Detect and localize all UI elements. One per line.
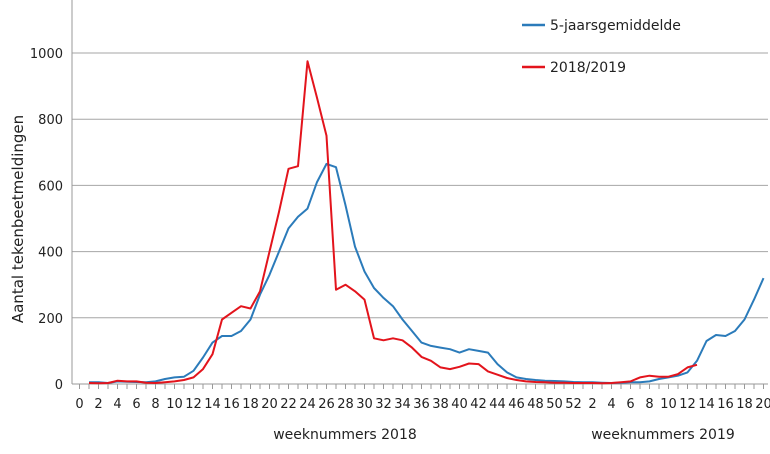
x-tick-label: 32 bbox=[375, 397, 392, 412]
x-tick-label: 10 bbox=[660, 397, 677, 412]
x-tick-label: 14 bbox=[698, 397, 715, 412]
x-axis-label-2018: weeknummers 2018 bbox=[273, 427, 417, 443]
x-tick-label: 6 bbox=[132, 397, 140, 412]
y-tick-label: 400 bbox=[38, 246, 63, 261]
x-tick-label: 24 bbox=[299, 397, 316, 412]
x-tick-label: 20 bbox=[261, 397, 278, 412]
x-tick-label: 8 bbox=[645, 397, 653, 412]
x-tick-label: 16 bbox=[223, 397, 240, 412]
x-tick-label: 28 bbox=[337, 397, 354, 412]
x-tick-label: 38 bbox=[432, 397, 449, 412]
x-tick-label: 8 bbox=[151, 397, 159, 412]
x-tick-label: 20 bbox=[755, 397, 770, 412]
y-tick-label: 200 bbox=[38, 312, 63, 327]
legend-label-2018-2019: 2018/2019 bbox=[550, 60, 626, 76]
x-tick-label: 26 bbox=[318, 397, 335, 412]
x-tick-label: 0 bbox=[75, 397, 83, 412]
x-tick-label: 42 bbox=[470, 397, 487, 412]
x-tick-label: 12 bbox=[185, 397, 202, 412]
x-tick-label: 40 bbox=[451, 397, 468, 412]
series-line-2018-2019 bbox=[89, 61, 697, 383]
legend: 5-jaarsgemiddelde 2018/2019 bbox=[522, 18, 681, 76]
x-tick-label: 44 bbox=[489, 397, 506, 412]
y-tick-label: 1000 bbox=[30, 47, 63, 62]
x-tick-label: 46 bbox=[508, 397, 525, 412]
x-axis-label-2019: weeknummers 2019 bbox=[591, 427, 735, 443]
x-tick-label: 36 bbox=[413, 397, 430, 412]
x-tick-label: 10 bbox=[166, 397, 183, 412]
x-tick-label: 4 bbox=[607, 397, 615, 412]
legend-label-5-jaarsgemiddelde: 5-jaarsgemiddelde bbox=[550, 18, 681, 34]
x-tick-label: 50 bbox=[546, 397, 563, 412]
x-tick-label: 2 bbox=[588, 397, 596, 412]
y-tick-label: 0 bbox=[55, 378, 63, 393]
x-tick-label: 16 bbox=[717, 397, 734, 412]
x-tick-label: 22 bbox=[280, 397, 297, 412]
x-tick-label: 52 bbox=[565, 397, 582, 412]
y-tick-label: 800 bbox=[38, 113, 63, 128]
x-tick-label: 48 bbox=[527, 397, 544, 412]
series-line-5-jaarsgemiddelde bbox=[89, 164, 764, 383]
x-tick-label: 18 bbox=[242, 397, 259, 412]
x-tick-label: 12 bbox=[679, 397, 696, 412]
x-tick-label: 34 bbox=[394, 397, 411, 412]
x-tick-label: 4 bbox=[113, 397, 121, 412]
x-tick-label: 18 bbox=[736, 397, 753, 412]
x-tick-label: 30 bbox=[356, 397, 373, 412]
y-axis-label: Aantal tekenbeetmeldingen bbox=[9, 115, 27, 323]
x-tick-label: 14 bbox=[204, 397, 221, 412]
y-tick-label: 600 bbox=[38, 179, 63, 194]
x-tick-label: 6 bbox=[626, 397, 634, 412]
x-tick-label: 2 bbox=[94, 397, 102, 412]
